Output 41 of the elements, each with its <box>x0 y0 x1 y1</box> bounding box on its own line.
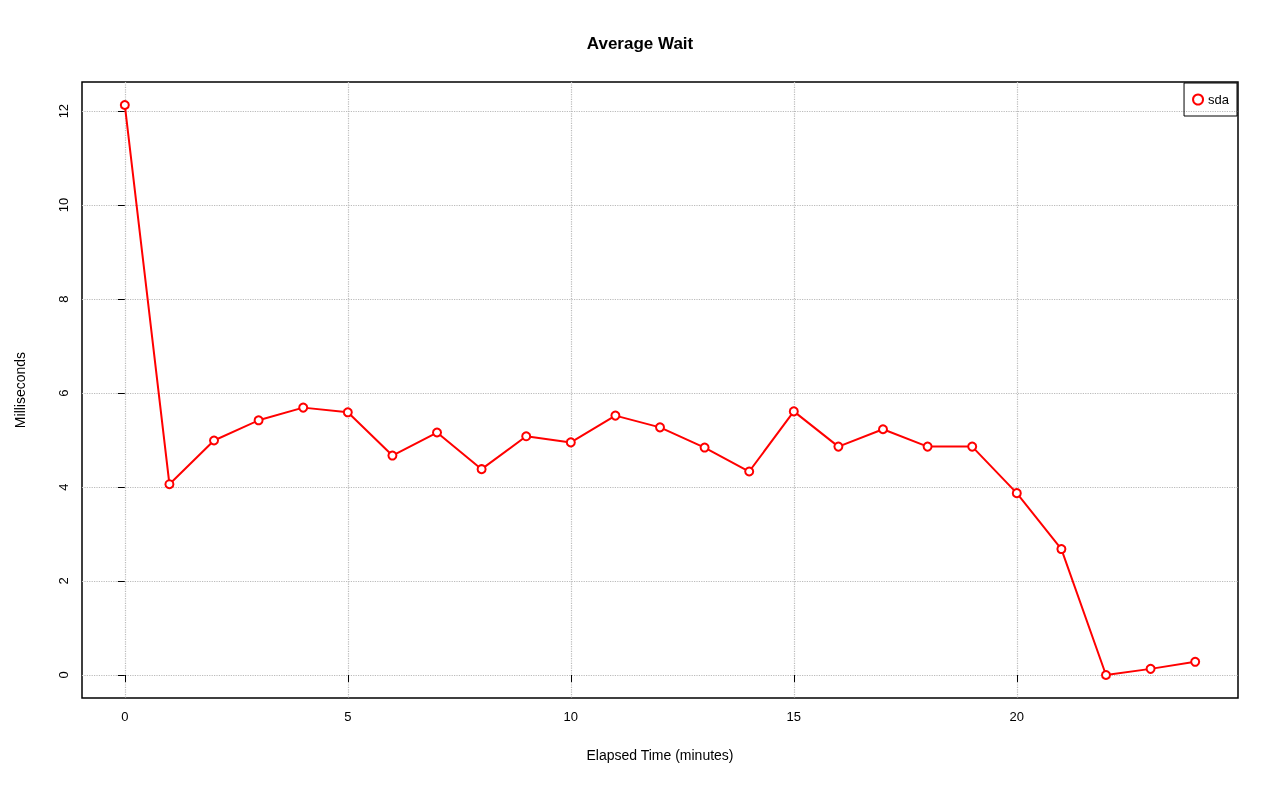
point <box>699 442 710 453</box>
y-tick-label: 6 <box>56 389 71 397</box>
y-tick-label: 2 <box>56 577 71 585</box>
point <box>922 441 933 452</box>
legend-label: sda <box>1208 92 1230 107</box>
point <box>164 479 175 490</box>
x-tick-label: 5 <box>344 709 352 724</box>
y-tick-label: 10 <box>56 197 71 213</box>
x-axis-title: Elapsed Time (minutes) <box>586 747 734 763</box>
point <box>253 415 264 426</box>
point <box>387 450 398 461</box>
y-tick-label: 4 <box>56 483 71 491</box>
point <box>878 424 888 435</box>
y-tick-label: 0 <box>56 671 71 679</box>
point <box>833 441 844 452</box>
point <box>655 422 665 433</box>
point <box>521 431 532 442</box>
point <box>119 100 130 111</box>
point <box>1011 488 1022 499</box>
point <box>1190 656 1201 667</box>
point <box>610 410 621 421</box>
point <box>1056 544 1067 555</box>
point <box>744 466 755 477</box>
chart-title: Average Wait <box>586 34 694 53</box>
y-tick-label: 12 <box>56 103 71 119</box>
point <box>342 407 353 418</box>
y-axis-title: Milliseconds <box>12 351 28 429</box>
point <box>788 406 799 417</box>
point <box>432 427 443 438</box>
point <box>209 435 220 446</box>
x-tick-label: 10 <box>563 709 579 724</box>
point <box>1145 663 1156 674</box>
x-tick-label: 20 <box>1009 709 1025 724</box>
y-tick-label: 8 <box>56 295 71 303</box>
point <box>565 437 576 448</box>
x-tick-label: 0 <box>121 709 129 724</box>
point <box>298 402 309 413</box>
point <box>476 464 487 475</box>
x-tick-label: 15 <box>786 709 802 724</box>
point <box>1101 669 1111 680</box>
point <box>967 441 978 452</box>
